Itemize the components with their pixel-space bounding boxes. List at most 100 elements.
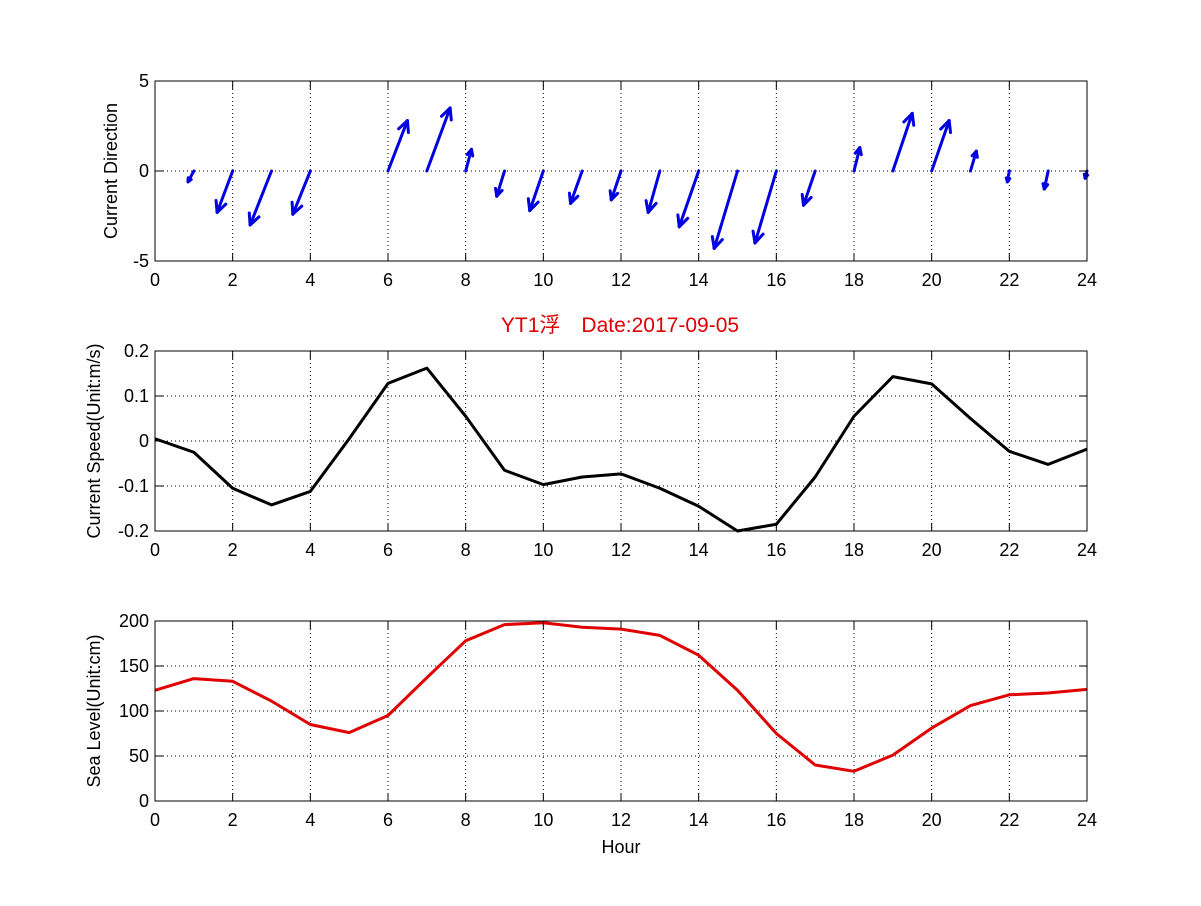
x-tick-label: 24 <box>1077 540 1097 560</box>
x-tick-label: 20 <box>922 810 942 830</box>
x-tick-label: 2 <box>228 810 238 830</box>
data-point <box>697 654 700 657</box>
x-tick-label: 4 <box>305 810 315 830</box>
x-tick-label: 8 <box>461 270 471 290</box>
x-tick-label: 18 <box>844 810 864 830</box>
x-tick-label: 22 <box>999 810 1019 830</box>
x-tick-label: 14 <box>689 810 709 830</box>
x-tick-label: 10 <box>533 540 553 560</box>
y-tick-label: 150 <box>119 656 149 676</box>
arrow-head <box>912 113 913 125</box>
arrow-head <box>753 231 755 243</box>
arrow-head <box>450 108 451 120</box>
data-point <box>192 677 195 680</box>
data-point <box>425 367 428 370</box>
data-point <box>387 714 390 717</box>
x-tick-label: 0 <box>150 270 160 290</box>
arrow-head <box>1043 184 1044 189</box>
y-tick-label: 0.2 <box>124 341 149 361</box>
y-axis-label: Current Speed(Unit:m/s) <box>84 343 104 538</box>
arrow-head <box>712 237 714 249</box>
data-point <box>348 437 351 440</box>
x-tick-label: 2 <box>228 270 238 290</box>
figure-title: YT1浮 Date:2017-09-05 <box>501 314 739 337</box>
y-tick-label: 200 <box>119 611 149 631</box>
data-point <box>814 476 817 479</box>
data-point <box>464 639 467 642</box>
data-point <box>231 487 234 490</box>
data-point <box>1008 693 1011 696</box>
x-tick-label: 8 <box>461 810 471 830</box>
x-tick-label: 18 <box>844 270 864 290</box>
arrow-head <box>569 193 570 203</box>
arrow-head <box>216 200 217 212</box>
y-tick-label: 0 <box>139 161 149 181</box>
data-point <box>503 469 506 472</box>
data-point <box>387 382 390 385</box>
y-axis-label: Current Direction <box>101 103 121 239</box>
x-tick-label: 14 <box>689 540 709 560</box>
arrow-head <box>610 191 611 200</box>
y-tick-label: -5 <box>133 251 149 271</box>
arrow-head <box>678 215 679 227</box>
x-tick-label: 16 <box>766 270 786 290</box>
arrow-head <box>646 201 648 213</box>
data-point <box>658 487 661 490</box>
arrow-head <box>1006 178 1007 182</box>
y-tick-label: 100 <box>119 701 149 721</box>
x-tick-label: 2 <box>228 540 238 560</box>
data-point <box>581 626 584 629</box>
arrow-head <box>471 149 472 156</box>
x-tick-label: 6 <box>383 540 393 560</box>
arrow-head <box>949 121 950 133</box>
data-point <box>309 490 312 493</box>
y-tick-label: -0.1 <box>118 476 149 496</box>
y-tick-label: 0 <box>139 431 149 451</box>
x-tick-label: 8 <box>461 540 471 560</box>
data-point <box>814 764 817 767</box>
x-tick-label: 22 <box>999 540 1019 560</box>
arrow-head <box>1084 174 1085 178</box>
data-point <box>425 676 428 679</box>
y-axis-label: Sea Level(Unit:cm) <box>84 634 104 787</box>
y-tick-label: 0.1 <box>124 386 149 406</box>
x-tick-label: 0 <box>150 810 160 830</box>
x-tick-label: 10 <box>533 270 553 290</box>
arrow-head <box>802 194 803 205</box>
y-tick-label: 50 <box>129 746 149 766</box>
x-tick-label: 16 <box>766 810 786 830</box>
data-point <box>658 634 661 637</box>
data-point <box>270 700 273 703</box>
arrow-head <box>407 121 408 133</box>
x-tick-label: 18 <box>844 540 864 560</box>
data-point <box>542 483 545 486</box>
x-tick-label: 24 <box>1077 270 1097 290</box>
data-point <box>891 375 894 378</box>
data-point <box>464 415 467 418</box>
x-tick-label: 22 <box>999 270 1019 290</box>
arrow-head <box>860 148 861 155</box>
data-point <box>309 723 312 726</box>
x-tick-label: 4 <box>305 540 315 560</box>
data-point <box>1047 692 1050 695</box>
data-point <box>930 727 933 730</box>
x-tick-label: 24 <box>1077 810 1097 830</box>
x-tick-label: 12 <box>611 810 631 830</box>
y-tick-label: -0.2 <box>118 521 149 541</box>
data-point <box>270 503 273 506</box>
arrow-head <box>496 188 497 196</box>
data-point <box>969 704 972 707</box>
x-tick-label: 6 <box>383 810 393 830</box>
x-tick-label: 4 <box>305 270 315 290</box>
data-point <box>930 382 933 385</box>
x-axis-label: Hour <box>601 837 640 857</box>
data-point <box>775 732 778 735</box>
data-point <box>503 623 506 626</box>
data-point <box>853 770 856 773</box>
arrow-head <box>976 151 977 157</box>
arrow-head <box>528 199 529 211</box>
x-tick-label: 20 <box>922 540 942 560</box>
y-tick-label: 0 <box>139 791 149 811</box>
